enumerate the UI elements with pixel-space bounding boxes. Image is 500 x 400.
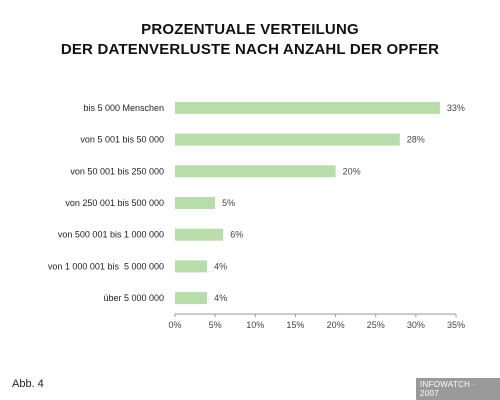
value-label-1: 28% — [407, 135, 425, 145]
x-tick-label-2: 10% — [246, 320, 264, 330]
bar-1 — [175, 133, 400, 146]
bar-6 — [175, 292, 208, 305]
value-label-0: 33% — [447, 103, 465, 113]
value-label-4: 6% — [230, 230, 243, 240]
bar-0 — [175, 101, 440, 114]
category-label-2: von 50 001 bis 250 000 — [70, 166, 164, 176]
credit-badge: INFOWATCH · 2007 — [416, 378, 500, 400]
bar-3 — [175, 197, 216, 209]
value-label-6: 4% — [214, 293, 227, 303]
x-tick-label-6: 30% — [407, 320, 425, 330]
category-label-1: von 5 001 bis 50 000 — [80, 135, 164, 145]
x-tick-label-3: 15% — [286, 320, 304, 330]
value-label-5: 4% — [214, 261, 227, 271]
category-label-5: von 1 000 001 bis 5 000 000 — [48, 261, 164, 271]
x-tick-label-4: 20% — [327, 320, 345, 330]
bar-4 — [175, 228, 224, 241]
category-label-6: über 5 000 000 — [103, 293, 164, 303]
category-label-4: von 500 001 bis 1 000 000 — [58, 230, 164, 240]
chart-title-line-1: PROZENTUALE VERTEILUNG — [141, 21, 359, 38]
x-tick-label-7: 35% — [447, 320, 465, 330]
chart-title: PROZENTUALE VERTEILUNG DER DATENVERLUSTE… — [0, 20, 500, 60]
value-label-2: 20% — [343, 166, 361, 176]
value-label-3: 5% — [222, 198, 235, 208]
bar-5 — [175, 260, 208, 273]
figure-label: Abb. 4 — [12, 378, 44, 390]
bar-2 — [175, 165, 336, 178]
chart-title-line-2: DER DATENVERLUSTE NACH ANZAHL DER OPFER — [60, 41, 440, 58]
category-label-0: bis 5 000 Menschen — [83, 103, 164, 113]
x-tick-label-1: 5% — [209, 320, 222, 330]
x-tick-label-0: 0% — [168, 320, 181, 330]
category-label-3: von 250 001 bis 500 000 — [65, 198, 164, 208]
x-tick-label-5: 25% — [367, 320, 385, 330]
